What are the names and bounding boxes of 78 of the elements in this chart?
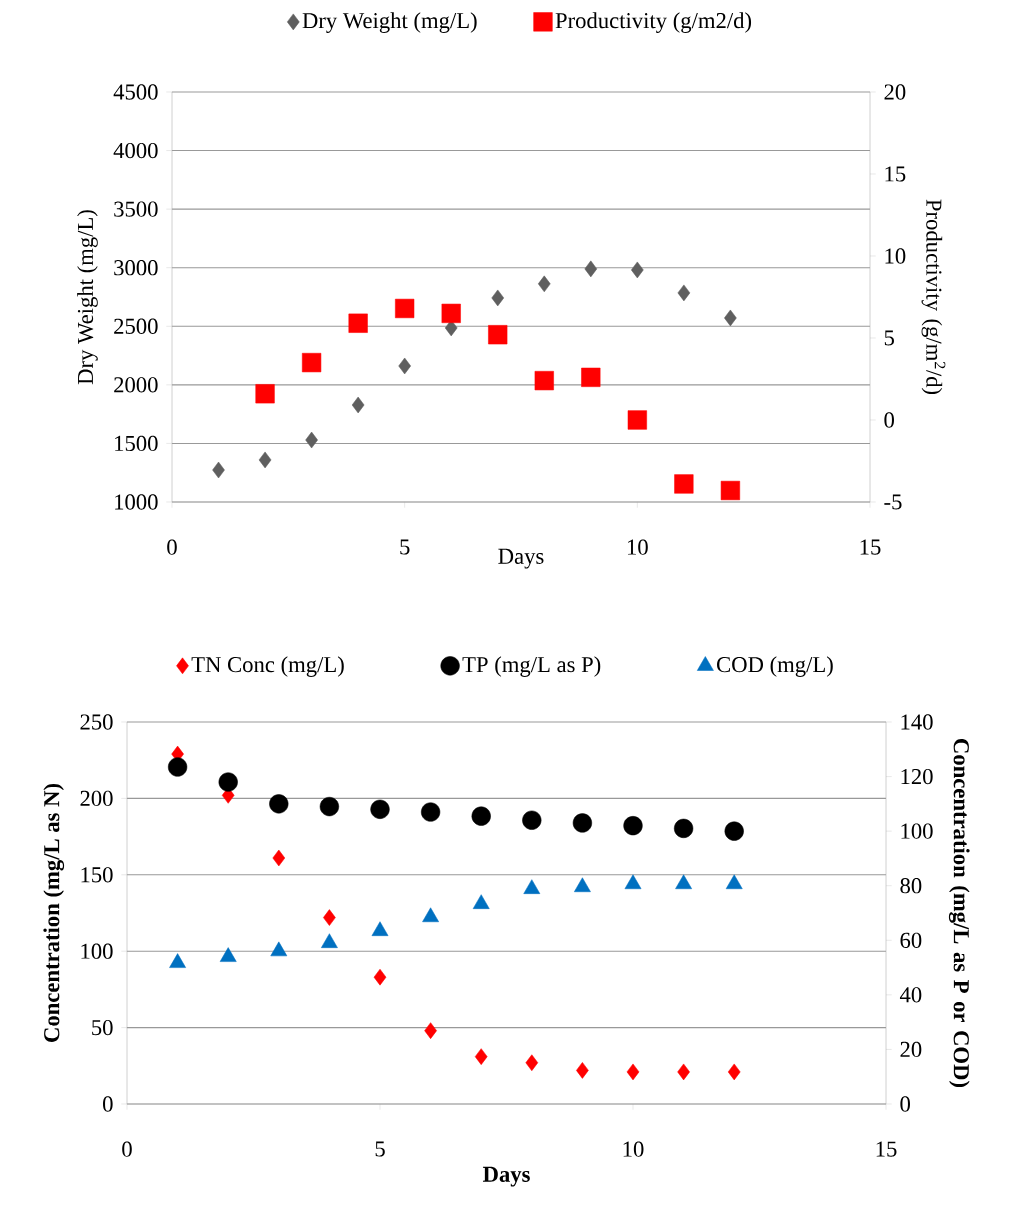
point	[674, 474, 694, 494]
y2-tick-label: 80	[900, 878, 922, 894]
legend-label: Productivity (g/m2/d)	[555, 12, 752, 33]
y-tick-label: 150	[81, 867, 113, 883]
x-axis-title: Days	[498, 548, 544, 569]
y-tick-label: 3500	[114, 201, 158, 217]
y-axis-title: Dry Weight (mg/L)	[77, 210, 98, 385]
y2-tick-label: 5	[884, 330, 894, 346]
y-tick-label: 2500	[114, 318, 158, 334]
y2-tick-label: 15	[885, 166, 906, 182]
y2-tick-label: -5	[884, 494, 902, 510]
point	[677, 284, 691, 302]
y-tick-label: 200	[80, 790, 113, 807]
point	[677, 1063, 690, 1081]
point	[631, 261, 644, 279]
y2-tick-label: 10	[885, 248, 906, 264]
y2-tick-label: 0	[884, 412, 894, 428]
point	[525, 1054, 539, 1072]
x-tick-label: 10	[627, 539, 648, 555]
y2-tick-label: 0	[900, 1096, 910, 1112]
y2-tick-label: 120	[901, 768, 933, 785]
legend-label: COD (mg/L)	[717, 656, 833, 677]
point	[581, 367, 601, 387]
point	[724, 309, 737, 327]
x-tick-label: 5	[375, 1141, 385, 1157]
point	[538, 275, 551, 293]
point	[373, 968, 387, 986]
point	[305, 431, 318, 449]
x-axis-title: Days	[482, 1166, 530, 1187]
y-tick-label: 4500	[113, 84, 158, 100]
x-tick-label: 0	[167, 539, 177, 555]
y2-tick-label: 100	[901, 823, 933, 839]
legend-label: Dry Weight (mg/L)	[302, 12, 477, 33]
y-tick-label: 100	[81, 943, 113, 959]
y2-axis-title: Productivity (g/m$^{2}$/d)	[921, 199, 946, 395]
point	[424, 1022, 437, 1039]
y2-tick-label: 20	[900, 1041, 922, 1058]
point	[258, 451, 272, 469]
point	[626, 1063, 640, 1081]
y-tick-label: 0	[103, 1096, 113, 1112]
point	[348, 313, 368, 333]
y-tick-label: 50	[92, 1019, 113, 1036]
point	[627, 410, 647, 430]
y-tick-label: 4000	[113, 142, 158, 159]
y-axis-title: Concentration (mg/L as N)	[43, 784, 65, 1042]
x-tick-label: 15	[876, 1141, 897, 1157]
x-tick-label: 10	[623, 1141, 644, 1157]
point	[534, 371, 554, 391]
point	[576, 1062, 589, 1079]
y-tick-label: 3000	[114, 260, 158, 276]
y-tick-label: 250	[80, 714, 113, 730]
point	[302, 352, 322, 373]
point	[398, 357, 411, 375]
point	[351, 396, 365, 414]
legend-label: TN Conc (mg/L)	[191, 656, 344, 677]
y2-tick-label: 60	[900, 932, 922, 948]
y2-tick-label: 140	[901, 714, 933, 730]
y-tick-label: 1500	[115, 435, 158, 452]
point	[720, 480, 741, 501]
x-tick-label: 5	[400, 539, 410, 555]
point	[395, 298, 415, 319]
point	[255, 384, 275, 404]
point	[491, 289, 504, 307]
y-tick-label: 2000	[114, 377, 158, 393]
y2-axis-title: Concentration (mg/L as P or COD)	[948, 739, 970, 1087]
point	[474, 1048, 488, 1065]
y2-tick-label: 20	[884, 84, 906, 100]
y-tick-label: 1000	[115, 494, 158, 510]
point	[727, 1063, 741, 1081]
point	[212, 461, 225, 479]
x-tick-label: 15	[860, 539, 881, 555]
legend-label: TP (mg/L as P)	[462, 656, 601, 677]
point	[272, 849, 286, 867]
point	[584, 260, 598, 278]
point	[488, 325, 508, 345]
y2-tick-label: 40	[899, 987, 922, 1003]
point	[323, 909, 336, 926]
point	[441, 303, 461, 323]
